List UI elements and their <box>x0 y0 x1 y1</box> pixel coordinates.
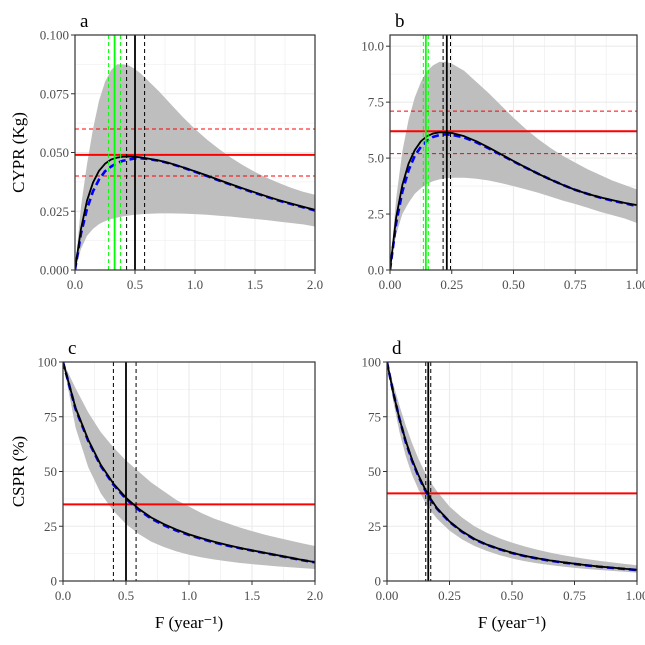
y-tick-label: 0.000 <box>40 263 69 278</box>
y-tick-label: 2.5 <box>368 207 384 222</box>
x-tick-label: 0.25 <box>440 277 463 292</box>
x-tick-label: 0.75 <box>564 277 587 292</box>
mean-curve <box>387 362 637 571</box>
y-tick-label: 0.075 <box>40 86 69 101</box>
x-axis-title: F (year⁻¹) <box>155 613 223 632</box>
x-tick-label: 1.00 <box>626 277 645 292</box>
mean-curve <box>390 131 637 270</box>
panel-b: 0.00 0.25 0.50 0.75 1.00 0.0 2.5 5.0 7.5 10.0 b <box>361 11 645 292</box>
x-axis-title: F (year⁻¹) <box>478 613 546 632</box>
x-tick-label: 0.0 <box>67 277 83 292</box>
y-tick-label: 5.0 <box>368 151 384 166</box>
y-tick-label: 100 <box>38 355 58 370</box>
panel-tag: d <box>392 338 402 359</box>
x-tick-label: 0.5 <box>118 588 134 603</box>
x-tick-label: 1.0 <box>181 588 197 603</box>
x-tick-label: 0.00 <box>379 277 402 292</box>
panel-tag: a <box>80 11 89 32</box>
y-tick-label: 25 <box>44 519 57 534</box>
x-tick-label: 2.0 <box>307 588 323 603</box>
confidence-ribbon <box>390 61 637 270</box>
panel-tag: b <box>395 11 405 32</box>
y-tick-label: 10.0 <box>361 39 384 54</box>
plot-area <box>390 35 637 270</box>
y-tick-label: 50 <box>44 464 57 479</box>
panel-a: 0.0 0.5 1.0 1.5 2.0 0.000 0.025 0.050 0.075 0.100… <box>9 11 323 292</box>
panel-c: 0.0 0.5 1.0 1.5 2.0 0 25 50 75 100 c CSPR (%) F (yea… <box>9 338 323 632</box>
y-tick-label: 25 <box>368 519 381 534</box>
y-tick-label: 50 <box>368 464 381 479</box>
plot-area <box>75 35 315 270</box>
x-tick-label: 0.50 <box>502 277 525 292</box>
y-tick-label: 100 <box>362 355 382 370</box>
x-tick-label: 0.5 <box>127 277 143 292</box>
x-tick-label: 2.0 <box>307 277 323 292</box>
x-tick-label: 0.00 <box>376 588 399 603</box>
panel-tag: c <box>68 338 76 359</box>
y-tick-label: 7.5 <box>368 95 384 110</box>
y-tick-label: 75 <box>44 409 57 424</box>
x-tick-label: 1.5 <box>247 277 263 292</box>
y-axis-title: CYPR (Kg) <box>9 112 28 193</box>
y-tick-label: 75 <box>368 409 381 424</box>
x-tick-label: 1.0 <box>187 277 203 292</box>
confidence-ribbon <box>387 362 637 573</box>
x-tick-label: 1.00 <box>626 588 645 603</box>
panel-d: 0.00 0.25 0.50 0.75 1.00 0 25 50 75 100 d F (year⁻¹… <box>362 338 645 632</box>
y-tick-label: 0.100 <box>40 28 69 43</box>
x-tick-label: 0.0 <box>55 588 71 603</box>
y-tick-label: 0.050 <box>40 145 69 160</box>
mean-curve <box>63 362 315 564</box>
y-tick-label: 0 <box>51 574 58 589</box>
plot-area <box>63 362 315 581</box>
x-tick-label: 0.50 <box>501 588 524 603</box>
x-tick-label: 0.75 <box>563 588 586 603</box>
x-tick-label: 1.5 <box>244 588 260 603</box>
plot-area <box>387 362 637 581</box>
x-tick-label: 0.25 <box>438 588 461 603</box>
y-tick-label: 0.025 <box>40 204 69 219</box>
y-axis-title: CSPR (%) <box>9 436 28 507</box>
y-tick-label: 0.0 <box>368 263 384 278</box>
mean-curve <box>75 155 315 270</box>
y-tick-label: 0 <box>375 574 382 589</box>
